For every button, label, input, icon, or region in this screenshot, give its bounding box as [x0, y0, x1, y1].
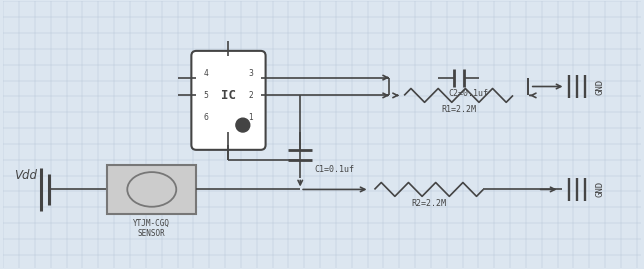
Text: C1=0.1uf: C1=0.1uf	[314, 165, 354, 174]
Text: IC: IC	[221, 89, 236, 102]
Text: GND: GND	[595, 181, 604, 197]
Text: GND: GND	[595, 79, 604, 95]
Text: C2=0.1uf: C2=0.1uf	[448, 90, 488, 98]
Text: 2: 2	[249, 91, 253, 100]
FancyBboxPatch shape	[191, 51, 265, 150]
Text: SENSOR: SENSOR	[138, 229, 166, 238]
Text: Vdd: Vdd	[14, 168, 37, 182]
Text: 6: 6	[204, 113, 209, 122]
Circle shape	[236, 118, 250, 132]
Text: 4: 4	[204, 69, 209, 78]
Text: YTJM-CGQ: YTJM-CGQ	[133, 219, 170, 228]
Text: 1: 1	[249, 113, 253, 122]
Ellipse shape	[128, 172, 176, 207]
Text: 5: 5	[204, 91, 209, 100]
FancyBboxPatch shape	[108, 165, 196, 214]
Text: R1=2.2M: R1=2.2M	[441, 105, 476, 114]
Text: 3: 3	[249, 69, 253, 78]
Text: R2=2.2M: R2=2.2M	[412, 199, 446, 208]
